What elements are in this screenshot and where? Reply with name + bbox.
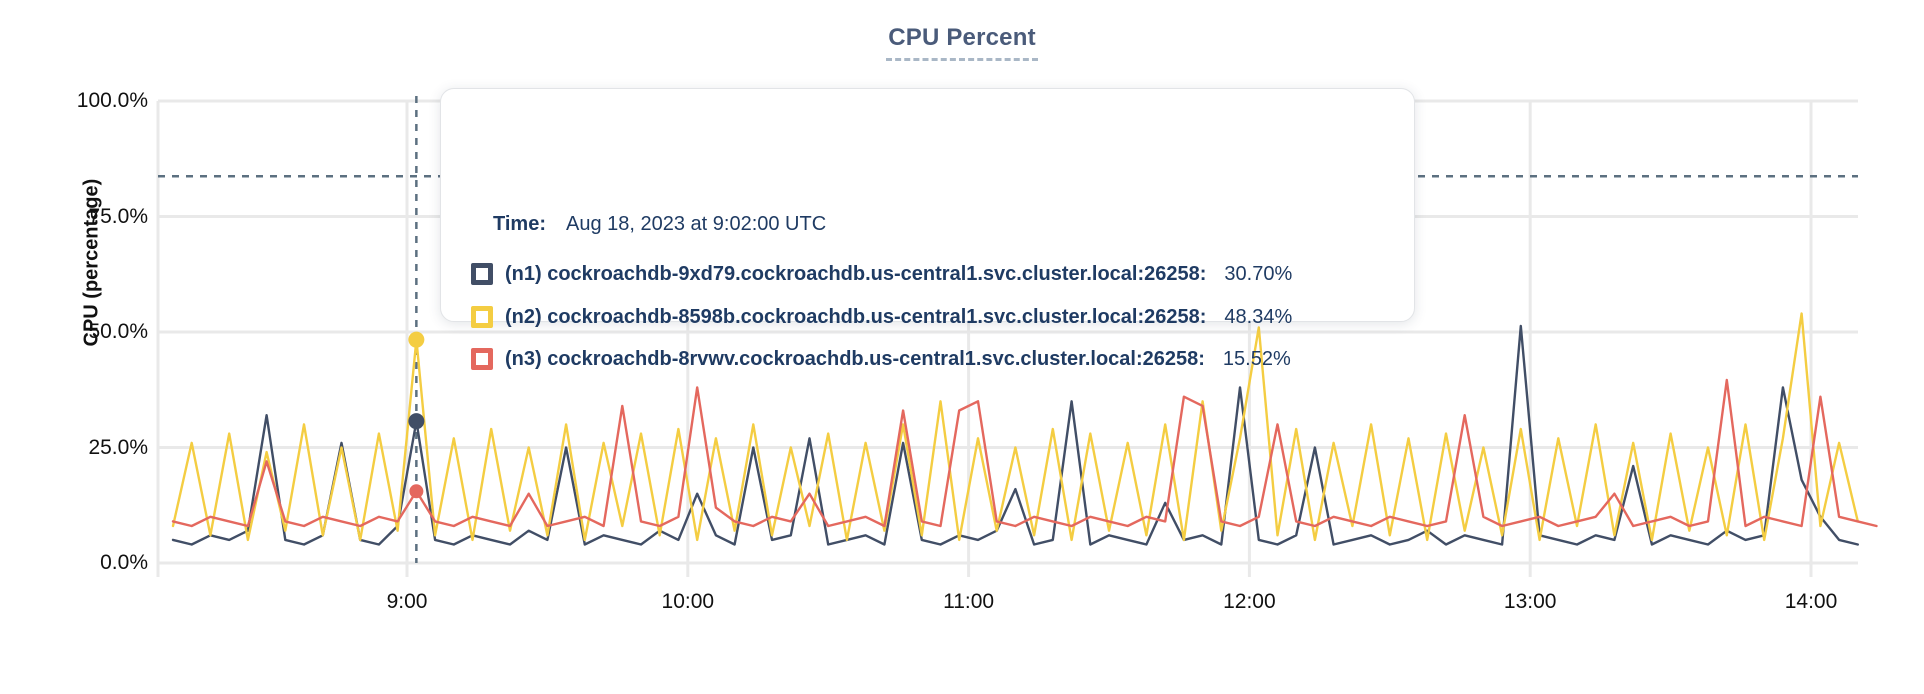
tooltip-series-row-n2: (n2) cockroachdb-8598b.cockroachdb.us-ce… xyxy=(471,303,1292,331)
x-tick-label: 11:00 xyxy=(943,590,995,613)
chart-title: CPU Percent xyxy=(888,24,1036,51)
series-label-n3: (n3) cockroachdb-8rvwv.cockroachdb.us-ce… xyxy=(505,347,1205,370)
y-tick-label: 100.0% xyxy=(76,89,148,112)
series-value-n3: 15.52% xyxy=(1222,347,1291,370)
series-label-n2: (n2) cockroachdb-8598b.cockroachdb.us-ce… xyxy=(505,305,1207,328)
y-tick-label: 75.0% xyxy=(88,204,148,228)
y-tick-label: 25.0% xyxy=(88,435,148,459)
y-tick-label: 0.0% xyxy=(100,551,148,574)
x-tick-label: 10:00 xyxy=(661,590,715,613)
series-label-n1: (n1) cockroachdb-9xd79.cockroachdb.us-ce… xyxy=(505,262,1207,285)
chart-tooltip: Time: Aug 18, 2023 at 9:02:00 UTC (n1) c… xyxy=(440,88,1415,370)
x-tick-label: 12:00 xyxy=(1223,590,1276,613)
hover-point-n3 xyxy=(409,484,424,499)
series-value-n1: 30.70% xyxy=(1224,262,1293,285)
series-value-n2: 48.34% xyxy=(1224,305,1293,328)
x-tick-label: 14:00 xyxy=(1784,590,1838,613)
series-line-n1 xyxy=(171,324,1860,546)
tooltip-time-row: Time: Aug 18, 2023 at 9:02:00 UTC xyxy=(493,213,826,236)
hover-point-n1 xyxy=(408,413,425,430)
hover-point-n2 xyxy=(408,331,425,348)
series-swatch-n1 xyxy=(471,263,493,285)
tooltip-series-row-n3: (n3) cockroachdb-8rvwv.cockroachdb.us-ce… xyxy=(471,345,1291,373)
x-tick-label: 9:00 xyxy=(386,590,428,613)
tooltip-series-row-n1: (n1) cockroachdb-9xd79.cockroachdb.us-ce… xyxy=(471,260,1292,288)
chart-header: CPU Percent xyxy=(0,24,1924,61)
series-swatch-n3 xyxy=(471,348,493,370)
chart-title-underline xyxy=(886,58,1038,61)
tooltip-time-label: Time: xyxy=(493,213,546,235)
y-tick-label: 50.0% xyxy=(88,320,148,343)
series-line-n2 xyxy=(171,312,1860,542)
series-swatch-n2 xyxy=(471,306,493,328)
tooltip-time-value: Aug 18, 2023 at 9:02:00 UTC xyxy=(565,213,827,235)
series-line-n3 xyxy=(171,378,1878,528)
x-tick-label: 13:00 xyxy=(1503,590,1557,613)
